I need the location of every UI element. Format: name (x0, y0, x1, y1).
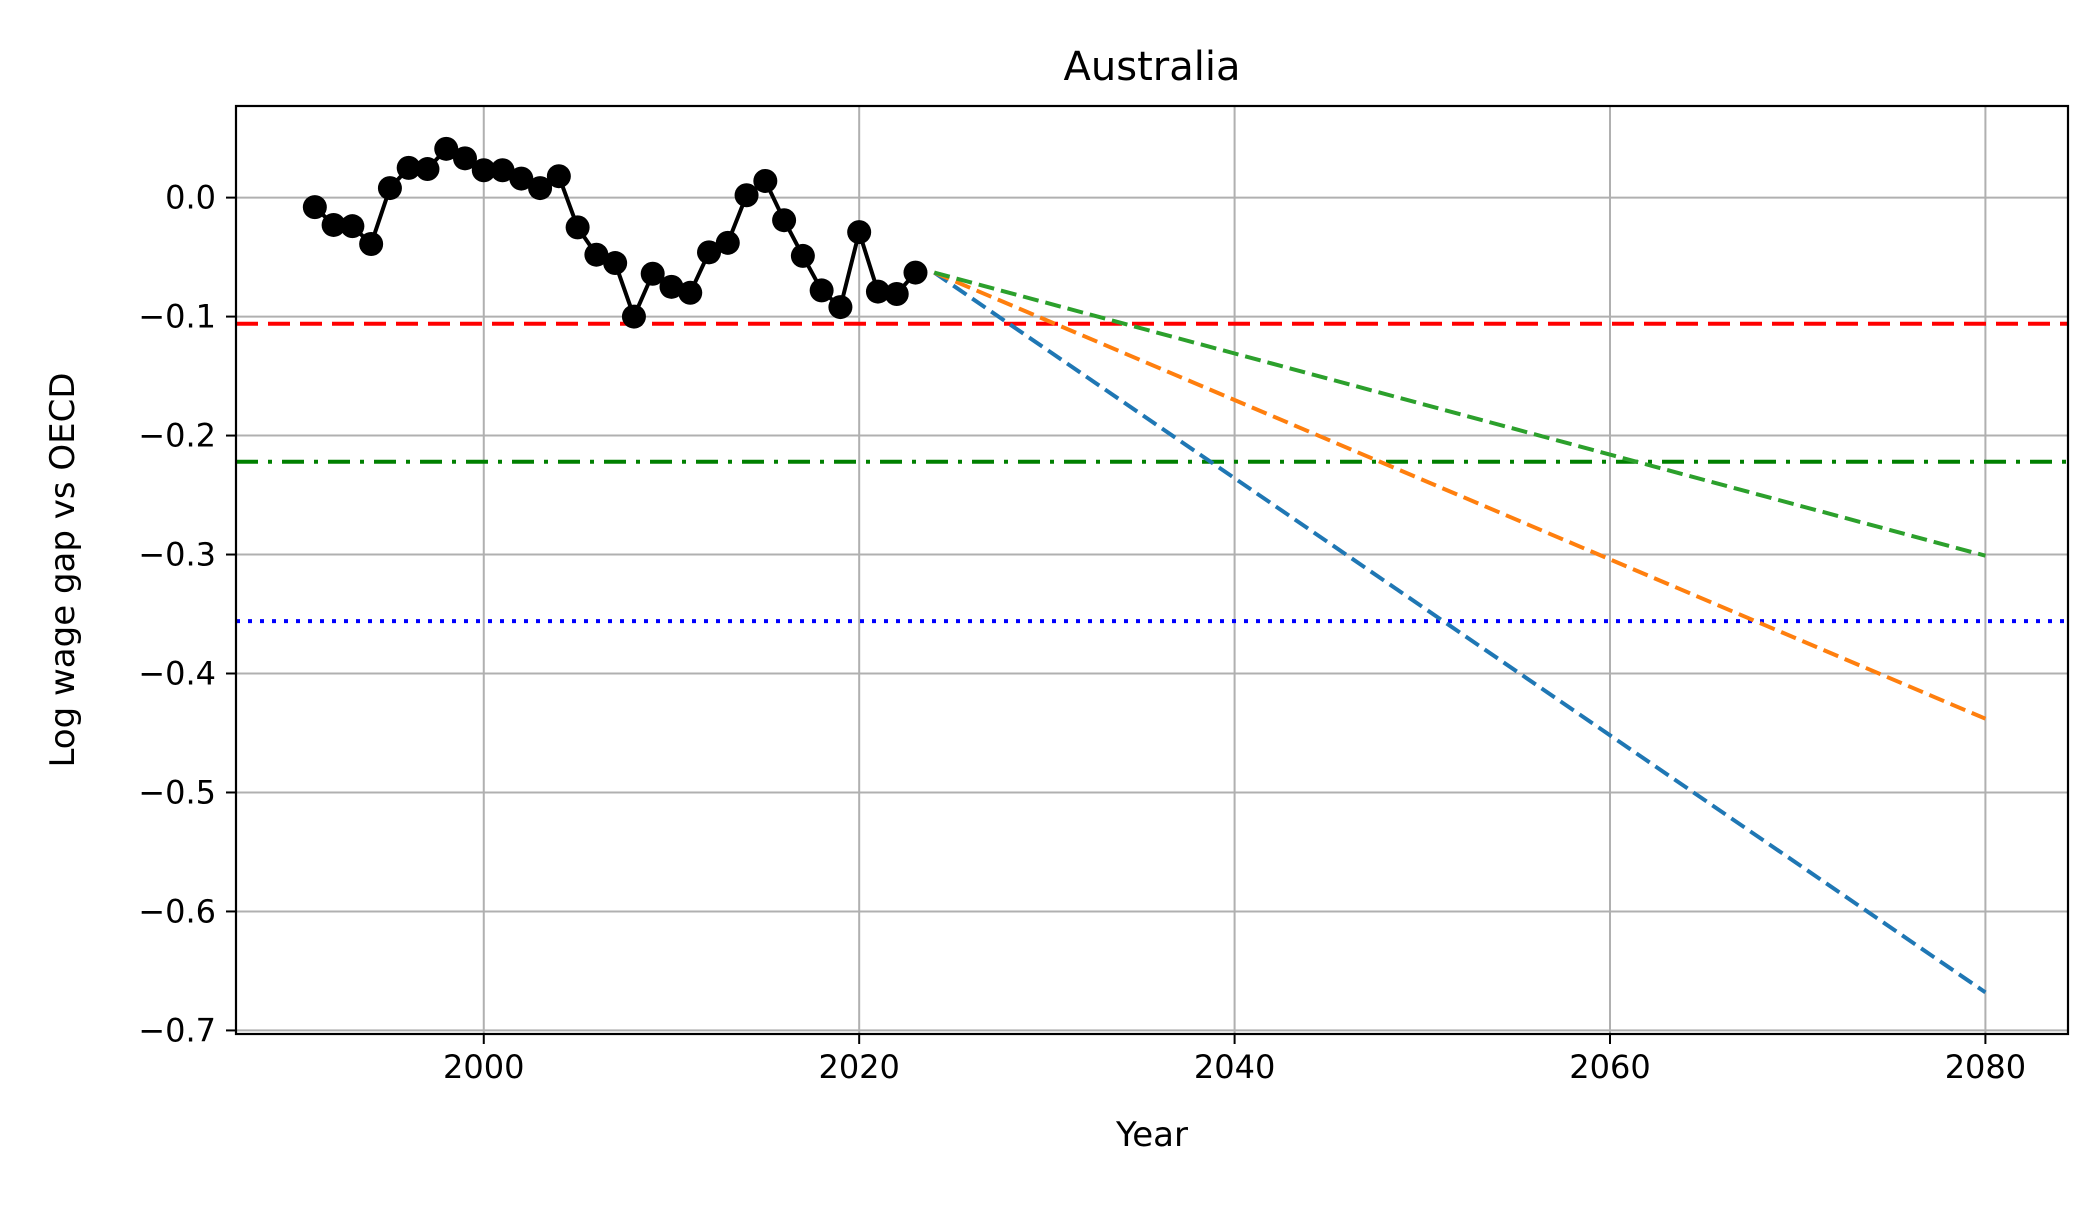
historical-point (715, 230, 740, 255)
projection-line (933, 270, 1986, 558)
historical-point (434, 136, 459, 161)
historical-point (584, 242, 609, 267)
historical-point (903, 260, 928, 285)
y-tick-label: −0.4 (138, 655, 216, 693)
x-tick-label: 2080 (1945, 1048, 2026, 1086)
historical-point (790, 243, 815, 268)
y-tick-label: −0.1 (138, 298, 216, 336)
historical-point (453, 146, 477, 171)
x-tick-label: 2000 (443, 1048, 524, 1086)
historical-point (565, 215, 590, 240)
historical-point (321, 212, 346, 237)
y-tick-label: −0.7 (138, 1011, 216, 1049)
historical-point (865, 279, 890, 304)
historical-point (847, 220, 872, 245)
historical-point (640, 261, 665, 286)
historical-point (340, 214, 365, 239)
historical-point (809, 278, 834, 303)
projection-line (933, 270, 1987, 721)
historical-point (415, 157, 440, 182)
historical-point (490, 158, 515, 183)
projection-lines (933, 270, 1987, 995)
historical-point (471, 158, 496, 183)
historical-point (377, 176, 402, 201)
historical-point (359, 232, 384, 257)
reference-lines (236, 321, 2068, 624)
historical-point (884, 281, 909, 306)
historical-series (302, 136, 928, 329)
y-axis-title: Log wage gap vs OECD (43, 372, 83, 767)
chart-title: Australia (1064, 44, 1241, 90)
plot-area (236, 106, 2068, 1034)
x-tick-label: 2020 (818, 1048, 899, 1086)
y-tick-label: −0.6 (138, 892, 216, 930)
y-tick-label: 0.0 (165, 179, 216, 217)
historical-point (828, 295, 853, 320)
historical-point (509, 166, 534, 191)
historical-point (678, 280, 703, 305)
projection-line (933, 270, 1987, 995)
historical-point (603, 251, 628, 276)
historical-point (734, 183, 759, 208)
x-tick-label: 2040 (1194, 1048, 1275, 1086)
historical-point (697, 240, 722, 265)
y-tick-label: −0.5 (138, 773, 216, 811)
axis-ticks: 2000 2020 2040 2060 2080 0.0 −0.1 −0.2 −0.3 −0.4 −… (138, 179, 2026, 1086)
historical-point (772, 208, 797, 233)
historical-point (528, 176, 553, 201)
historical-point (302, 195, 327, 220)
historical-point (753, 168, 778, 193)
historical-point (621, 304, 646, 329)
grid-layer (236, 106, 2068, 1034)
historical-point (396, 155, 421, 180)
y-tick-label: −0.2 (138, 417, 216, 455)
y-tick-label: −0.3 (138, 536, 216, 574)
historical-point (659, 274, 684, 299)
historical-point (546, 164, 571, 189)
x-axis-title: Year (1115, 1115, 1188, 1155)
plot-frame (234, 104, 2070, 1036)
x-tick-label: 2060 (1569, 1048, 1650, 1086)
